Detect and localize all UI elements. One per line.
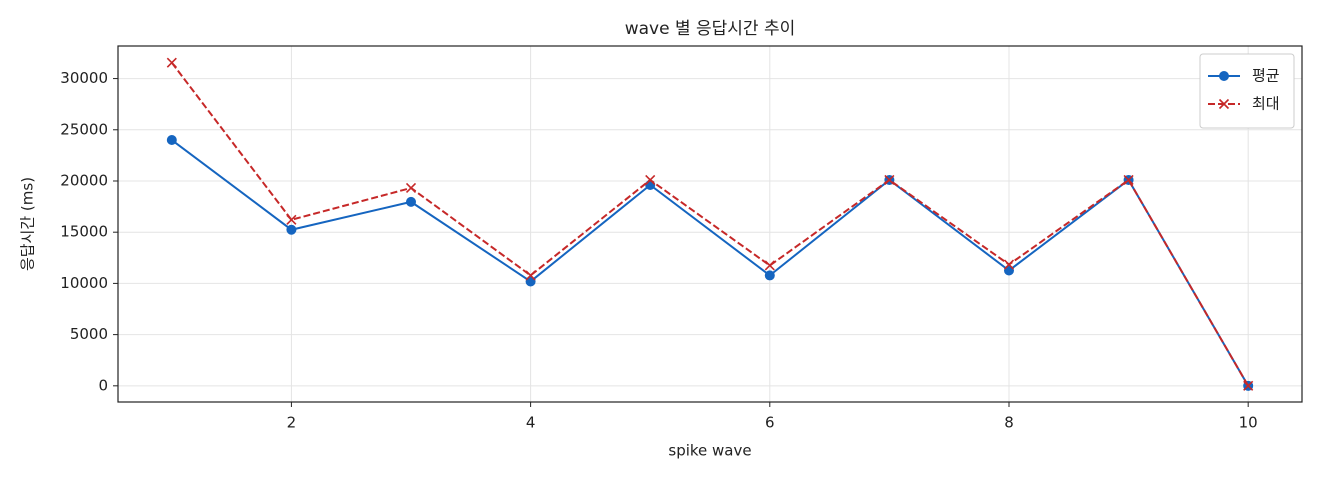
- legend-frame: [1199, 53, 1295, 129]
- marker: [286, 214, 297, 225]
- marker: [645, 174, 656, 186]
- x-tick-label: 4: [526, 414, 536, 432]
- legend-label: 평균: [1252, 67, 1280, 85]
- chart-title: wave 별 응답시간 추이: [625, 19, 796, 39]
- series-line: [171, 139, 1250, 387]
- y-tick-label: 0: [98, 376, 108, 394]
- marker: [525, 270, 536, 281]
- marker: [1123, 174, 1134, 186]
- legend-marker: [1218, 98, 1230, 110]
- x-axis-label: spike wave: [668, 442, 751, 460]
- y-tick-label: 10000: [60, 274, 108, 292]
- y-tick-label: 15000: [60, 223, 108, 241]
- marker: [405, 182, 417, 194]
- y-axis-label: 응답시간 (ms): [19, 177, 37, 271]
- marker: [286, 224, 297, 235]
- y-tick-label: 20000: [60, 171, 108, 189]
- series-line: [171, 62, 1250, 387]
- legend-label: 최대: [1252, 95, 1280, 113]
- x-tick-label: 8: [1004, 414, 1014, 432]
- marker: [764, 270, 775, 281]
- y-tick-label: 30000: [60, 69, 108, 87]
- x-tick-label: 2: [287, 414, 297, 432]
- marker: [884, 174, 895, 186]
- legend-marker: [1219, 71, 1229, 81]
- plot-frame: [117, 45, 1303, 403]
- x-tick-label: 10: [1239, 414, 1258, 432]
- marker: [764, 260, 775, 271]
- y-tick-label: 5000: [70, 325, 108, 343]
- y-tick-label: 25000: [60, 120, 108, 138]
- marker: [166, 135, 177, 146]
- marker: [1003, 259, 1015, 270]
- marker: [1243, 380, 1254, 391]
- x-tick-label: 6: [765, 414, 775, 432]
- marker: [166, 57, 177, 68]
- marker: [406, 196, 417, 207]
